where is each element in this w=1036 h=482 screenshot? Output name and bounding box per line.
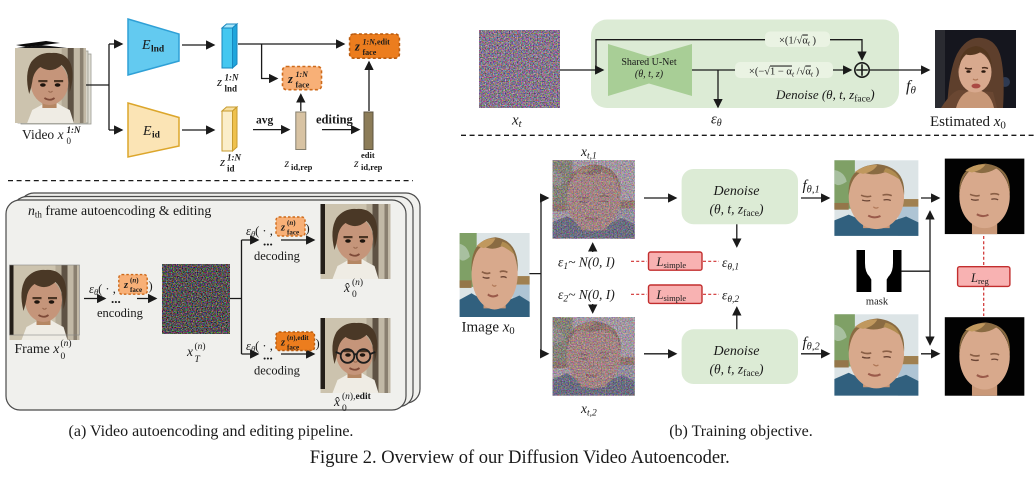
svg-text:fθ: fθ	[906, 78, 916, 97]
svg-text:z: z	[284, 156, 290, 170]
svg-text:Shared U-Net: Shared U-Net	[621, 57, 676, 68]
svg-text:id: id	[152, 131, 161, 141]
svg-text:(b) Training objective.: (b) Training objective.	[669, 423, 813, 440]
svg-text:editing: editing	[316, 113, 354, 127]
svg-text:0: 0	[352, 290, 357, 300]
svg-text:(n): (n)	[287, 219, 296, 227]
svg-text:): )	[316, 337, 320, 351]
svg-text:0: 0	[61, 352, 66, 362]
svg-text:id: id	[227, 164, 235, 174]
svg-text:nth frame autoencoding & editi: nth frame autoencoding & editing	[28, 203, 211, 220]
svg-text:0: 0	[342, 404, 347, 414]
svg-text:z: z	[123, 280, 129, 291]
svg-text:): )	[149, 279, 153, 293]
svg-text:Image x0: Image x0	[462, 320, 515, 338]
svg-text:id,rep: id,rep	[291, 162, 313, 172]
svg-text:Estimated x0: Estimated x0	[930, 114, 1006, 132]
svg-text:x̂: x̂	[343, 280, 350, 295]
svg-text:(n): (n)	[352, 277, 363, 288]
svg-text:xt: xt	[511, 113, 523, 131]
svg-text:fθ,2: fθ,2	[803, 335, 821, 353]
svg-text:(n),edit: (n),edit	[287, 334, 309, 342]
svg-text:ε1~ N(0, I): ε1~ N(0, I)	[558, 255, 615, 273]
svg-text:edit: edit	[361, 150, 375, 160]
svg-text:xt,1: xt,1	[580, 144, 597, 162]
svg-text:εθ( · ,: εθ( · ,	[89, 282, 116, 297]
svg-text:εθ: εθ	[711, 112, 722, 130]
svg-text:face: face	[296, 81, 310, 90]
svg-text:ε2~ N(0, I): ε2~ N(0, I)	[558, 287, 615, 305]
svg-text:...: ...	[111, 291, 121, 306]
svg-text:Figure 2. Overview of our Diff: Figure 2. Overview of our Diffusion Vide…	[310, 448, 730, 468]
svg-text:z: z	[219, 154, 225, 169]
svg-text:lnd: lnd	[151, 45, 165, 55]
svg-text:Frame x: Frame x	[15, 341, 61, 356]
svg-text:lnd: lnd	[225, 84, 238, 94]
svg-text:(n): (n)	[195, 341, 206, 352]
svg-text:x̂: x̂	[333, 394, 340, 409]
svg-text:Video x: Video x	[22, 127, 64, 142]
svg-text:z: z	[353, 156, 359, 170]
svg-text:z: z	[280, 223, 286, 234]
svg-text:face: face	[130, 286, 142, 294]
svg-text:...: ...	[263, 348, 273, 363]
svg-text:(n): (n)	[61, 338, 72, 349]
svg-text:z: z	[354, 40, 360, 54]
svg-text:x: x	[186, 344, 193, 359]
svg-text:εθ,2: εθ,2	[722, 288, 739, 306]
svg-text:E: E	[141, 38, 151, 53]
svg-text:E: E	[142, 124, 152, 139]
svg-text:T: T	[195, 355, 201, 365]
svg-text:decoding: decoding	[254, 249, 301, 263]
svg-text:×(1/√αt ): ×(1/√αt )	[779, 35, 817, 48]
svg-text:1:N: 1:N	[296, 70, 310, 79]
svg-text:z: z	[280, 338, 286, 349]
svg-text:face: face	[363, 48, 377, 57]
svg-text:id,rep: id,rep	[361, 162, 383, 172]
svg-text:1:N: 1:N	[225, 73, 239, 83]
svg-text:×(−√1 − αt /√αt ): ×(−√1 − αt /√αt )	[749, 66, 820, 79]
svg-text:1:N: 1:N	[67, 125, 81, 135]
svg-text:0: 0	[67, 136, 72, 146]
svg-text:1:N,edit: 1:N,edit	[363, 38, 391, 47]
svg-text:avg: avg	[256, 115, 274, 127]
svg-text:mask: mask	[866, 297, 889, 308]
svg-text:decoding: decoding	[254, 364, 301, 378]
svg-text:z: z	[216, 74, 222, 89]
svg-text:Denoise (θ, t, zface): Denoise (θ, t, zface)	[775, 87, 875, 105]
svg-text:xt,2: xt,2	[580, 401, 597, 419]
svg-text:encoding: encoding	[97, 306, 144, 320]
svg-text:fθ,1: fθ,1	[803, 178, 820, 196]
svg-text:(n),edit: (n),edit	[342, 391, 372, 402]
svg-text:): )	[306, 222, 310, 236]
svg-text:Denoise: Denoise	[713, 184, 760, 199]
svg-text:Denoise: Denoise	[713, 344, 760, 359]
svg-text:(θ, t, z): (θ, t, z)	[635, 69, 664, 80]
svg-text:(n): (n)	[130, 277, 139, 285]
svg-text:face: face	[287, 229, 299, 237]
svg-text:face: face	[287, 344, 299, 352]
svg-text:...: ...	[263, 234, 273, 249]
svg-text:(a) Video autoencoding and edi: (a) Video autoencoding and editing pipel…	[69, 423, 354, 440]
svg-text:z: z	[287, 72, 293, 86]
svg-text:εθ,1: εθ,1	[722, 255, 739, 273]
svg-text:1:N: 1:N	[227, 153, 241, 163]
